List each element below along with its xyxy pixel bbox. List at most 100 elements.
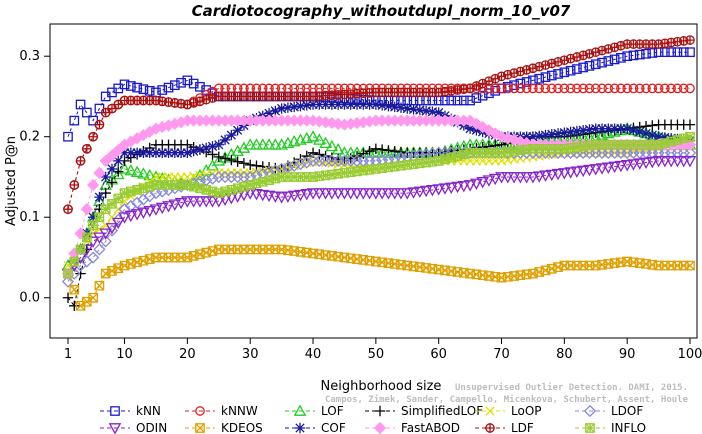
data-point-fastabod (93, 166, 106, 180)
data-point-odin (338, 188, 351, 200)
data-point-ldf (151, 95, 161, 106)
legend-label-ldof: LDOF (611, 404, 643, 418)
y-tick-label: 0.1 (19, 210, 40, 225)
data-point-odin (652, 156, 665, 168)
data-point-cof (326, 99, 338, 110)
data-point-odin (671, 156, 684, 168)
legend-label-fastabod: FastABOD (401, 421, 460, 434)
data-point-knnw (578, 83, 589, 94)
data-point-knnw (565, 83, 576, 94)
data-point-cof (131, 147, 143, 159)
data-point-cof (621, 123, 633, 134)
data-point-cof (144, 147, 155, 159)
data-point-odin (400, 188, 414, 200)
data-point-knn (521, 77, 532, 87)
data-point-odin (344, 188, 358, 200)
data-point-odin (174, 197, 188, 210)
data-point-knn (515, 78, 526, 89)
data-point-inflo (509, 146, 519, 157)
data-point-inflo (685, 131, 695, 142)
data-point-simplifiedlof (100, 187, 111, 199)
legend-marker-loop (485, 406, 495, 416)
data-point-cof (207, 141, 218, 152)
legend-item-kdeos: KDEOS (185, 421, 263, 434)
data-point-odin (413, 186, 427, 199)
x-tick-label: 20 (179, 347, 196, 362)
data-point-cof (540, 129, 551, 141)
data-point-ldof (168, 182, 181, 195)
data-point-knn (553, 69, 563, 79)
data-point-knn (69, 115, 80, 126)
data-point-knn (169, 80, 180, 91)
data-point-odin (313, 188, 326, 200)
data-point-inflo (327, 169, 337, 180)
data-point-cof (552, 128, 564, 139)
data-point-inflo (502, 147, 513, 157)
data-point-inflo (364, 164, 375, 175)
legend-marker-inflo (585, 423, 595, 433)
data-point-odin (639, 157, 653, 170)
data-point-odin (457, 180, 471, 193)
data-point-odin (124, 210, 138, 223)
data-point-simplifiedlof (245, 159, 256, 171)
data-point-knn (616, 52, 626, 63)
data-point-cof (188, 146, 199, 157)
y-tick-label: 0.3 (19, 49, 40, 64)
data-point-loop (63, 260, 73, 271)
data-point-ldf (678, 36, 689, 46)
data-point-odin (130, 209, 144, 221)
data-point-inflo (678, 133, 689, 144)
data-point-cof (370, 99, 382, 110)
data-point-knn (119, 79, 130, 90)
data-point-kdeos (88, 292, 98, 303)
x-tick-label: 40 (305, 347, 322, 362)
data-point-simplifiedlof (376, 144, 388, 155)
data-point-lof (250, 138, 263, 150)
series-inflo (63, 131, 695, 279)
data-point-knnw (660, 83, 670, 94)
chart-title: Cardiotocography_withoutdupl_norm_10_v07 (192, 2, 571, 20)
data-point-cof (609, 123, 620, 134)
data-point-odin (495, 172, 508, 184)
data-point-knn (622, 51, 633, 62)
data-point-odin (620, 160, 634, 172)
data-point-inflo (383, 162, 394, 173)
data-point-odin (488, 173, 502, 186)
legend-label-lof: LOF (321, 404, 344, 418)
data-point-knn (477, 90, 488, 101)
data-point-cof (288, 101, 300, 113)
data-point-cof (376, 100, 388, 111)
data-point-simplifiedlof (219, 153, 231, 164)
data-point-inflo (138, 183, 149, 194)
data-point-simplifiedlof (301, 150, 312, 162)
data-point-odin (155, 202, 169, 215)
data-point-cof (307, 99, 319, 110)
data-point-kdeos (94, 280, 105, 291)
data-point-cof (402, 103, 413, 114)
data-point-cof (163, 147, 174, 159)
data-point-simplifiedlof (358, 148, 369, 159)
data-point-lof (130, 165, 144, 177)
data-point-knnw (616, 83, 626, 94)
data-point-odin (394, 188, 408, 200)
data-point-odin (564, 167, 577, 179)
data-point-odin (206, 196, 219, 208)
x-tick-label: 80 (556, 347, 573, 362)
data-point-knn (75, 99, 86, 110)
data-point-inflo (63, 268, 73, 279)
data-point-odin (187, 196, 200, 208)
data-point-knn (572, 64, 582, 74)
data-point-inflo (672, 135, 683, 145)
data-point-inflo (251, 178, 262, 189)
data-point-odin (658, 156, 672, 168)
data-point-odin (306, 188, 320, 200)
data-point-lof (306, 130, 320, 142)
data-point-odin (520, 172, 533, 184)
data-point-odin (93, 232, 106, 244)
data-point-odin (111, 217, 125, 230)
data-point-odin (451, 181, 464, 194)
data-point-lof (375, 146, 389, 158)
data-point-ldf (100, 107, 111, 118)
legend-item-lof: LOF (285, 404, 344, 418)
data-point-cof (534, 130, 545, 142)
